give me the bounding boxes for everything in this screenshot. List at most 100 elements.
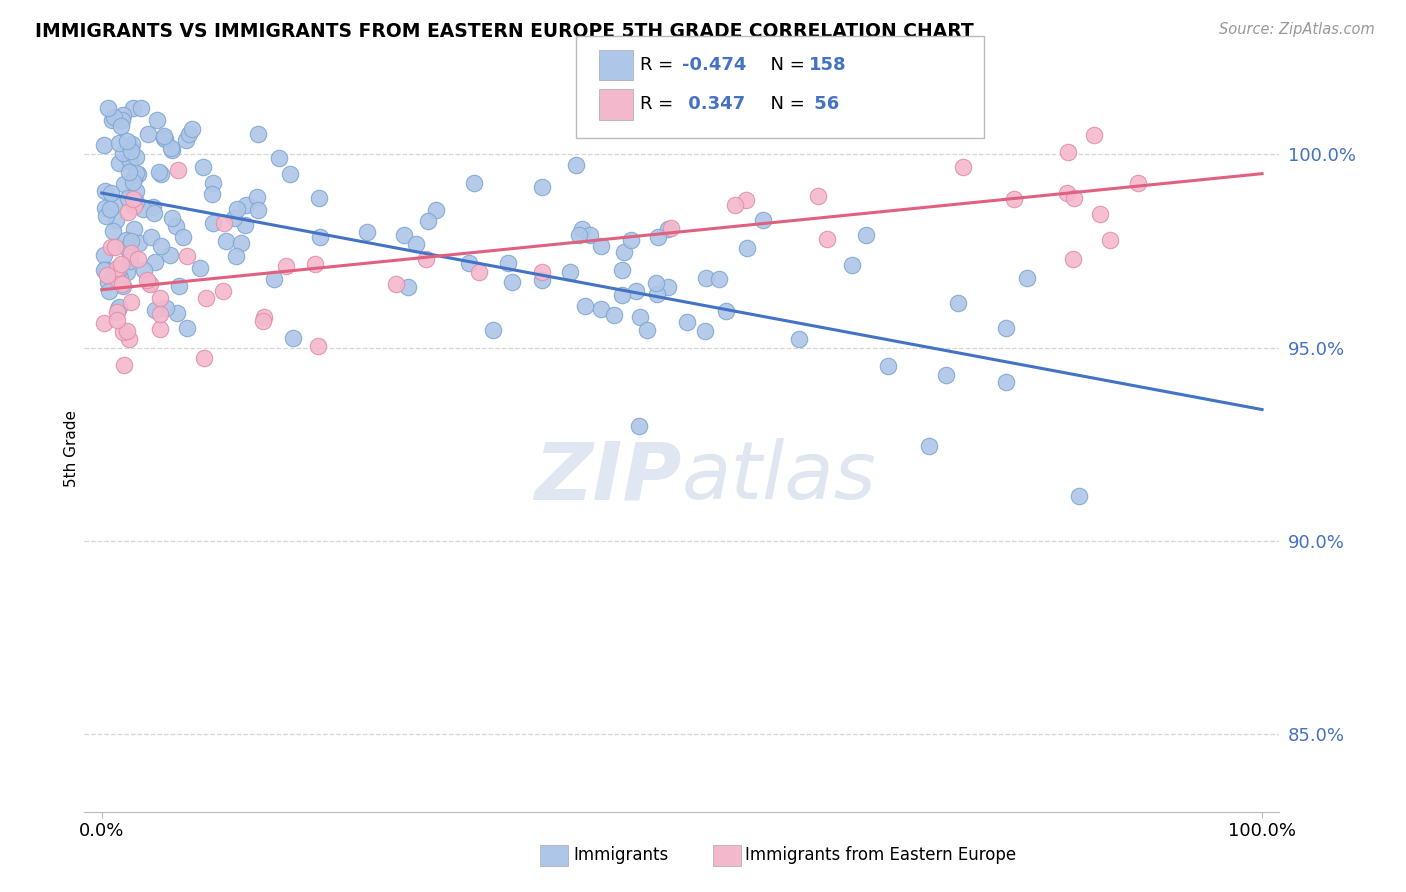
Point (252, 314, 274, 328)
Point (215, 234, 238, 248)
Point (628, 419, 651, 434)
Point (153, 129, 176, 144)
Point (110, 119, 132, 133)
Point (103, 197, 125, 211)
Point (98, 202, 121, 217)
Point (195, 291, 218, 305)
Point (96, 268, 118, 282)
Point (107, 301, 129, 316)
Point (108, 136, 131, 151)
Point (589, 301, 612, 316)
Point (202, 216, 225, 230)
Point (418, 213, 440, 227)
Point (225, 202, 247, 216)
Point (125, 166, 148, 180)
Point (160, 143, 183, 157)
Point (108, 300, 131, 314)
Point (93, 137, 115, 152)
Point (253, 310, 276, 324)
Text: Source: ZipAtlas.com: Source: ZipAtlas.com (1219, 22, 1375, 37)
Point (735, 241, 758, 255)
Point (415, 252, 437, 266)
Point (97, 284, 120, 298)
Point (995, 376, 1018, 390)
Text: -0.474: -0.474 (682, 56, 747, 74)
Point (108, 270, 131, 285)
Point (120, 140, 142, 154)
Point (657, 279, 679, 293)
Point (103, 110, 125, 124)
Point (501, 275, 523, 289)
Point (179, 128, 201, 142)
Point (105, 260, 128, 275)
Point (165, 219, 187, 234)
Point (1088, 207, 1111, 221)
Point (132, 202, 155, 216)
Point (952, 161, 974, 175)
Point (115, 265, 138, 279)
Point (531, 180, 554, 194)
Point (142, 200, 165, 214)
Point (129, 101, 152, 115)
Point (307, 339, 329, 353)
Point (134, 263, 156, 277)
Point (1056, 186, 1078, 200)
Point (636, 323, 658, 337)
Point (613, 244, 636, 259)
Point (112, 358, 135, 372)
Point (482, 323, 505, 337)
Point (659, 220, 682, 235)
Point (496, 256, 519, 270)
Point (644, 276, 666, 290)
Point (138, 277, 160, 291)
Point (121, 136, 143, 151)
Point (96, 209, 118, 223)
Point (714, 304, 737, 318)
Point (117, 324, 139, 338)
Point (125, 150, 148, 164)
Point (1062, 252, 1084, 266)
Point (172, 230, 194, 244)
Point (246, 203, 269, 218)
Point (1128, 176, 1150, 190)
Point (229, 235, 252, 250)
Point (120, 295, 142, 310)
Point (263, 271, 285, 285)
Point (214, 216, 236, 230)
Point (105, 272, 128, 286)
Point (235, 197, 257, 211)
Point (620, 233, 643, 247)
Text: R =: R = (640, 56, 679, 74)
Point (111, 277, 134, 292)
Text: 56: 56 (808, 95, 839, 113)
Point (101, 112, 124, 127)
Point (225, 249, 247, 263)
Point (122, 199, 145, 213)
Point (304, 257, 326, 271)
Point (1063, 191, 1085, 205)
Text: 0.347: 0.347 (682, 95, 745, 113)
Point (752, 213, 775, 227)
Point (101, 224, 124, 238)
Point (121, 192, 143, 206)
Point (117, 204, 139, 219)
Point (141, 230, 163, 244)
Point (115, 233, 138, 247)
Point (149, 239, 172, 253)
Point (565, 157, 588, 171)
Point (117, 191, 139, 205)
Point (149, 291, 172, 305)
Point (160, 211, 183, 225)
Point (405, 237, 427, 252)
Point (463, 176, 485, 190)
Point (425, 202, 447, 217)
Point (136, 272, 159, 286)
Point (308, 191, 330, 205)
Point (169, 279, 191, 293)
Text: Immigrants: Immigrants (574, 847, 669, 864)
Point (139, 277, 162, 292)
Point (201, 186, 224, 201)
Point (202, 176, 225, 190)
Point (153, 130, 176, 145)
Point (181, 122, 204, 136)
